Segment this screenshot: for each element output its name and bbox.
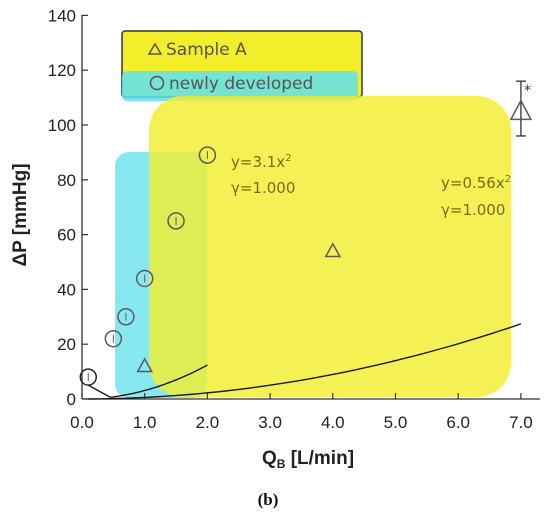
data-point-newly-developed <box>198 146 217 164</box>
x-tick-label: 4.0 <box>321 413 345 432</box>
x-tick-label: 2.0 <box>196 413 220 432</box>
legend-label-sample-a: Sample A <box>166 40 247 60</box>
region-highlight-yellow <box>149 96 511 397</box>
data-point-sample-a <box>509 98 533 121</box>
fit-curve-newly-developed <box>110 364 208 398</box>
annotation-fit-new-eq: y=3.1x2 <box>231 153 292 171</box>
y-tick-label: 120 <box>48 61 76 80</box>
y-tick-label: 40 <box>57 280 76 299</box>
y-tick-label: 80 <box>57 171 76 190</box>
legend-circle-marker <box>149 75 165 91</box>
x-tick-label: 3.0 <box>258 413 282 432</box>
y-axis-label: ΔP [mmHg] <box>10 163 31 266</box>
x-tick-label: 6.0 <box>446 413 470 432</box>
annotation-fit-a-r: γ=1.000 <box>441 201 505 219</box>
legend-label-newly-developed: newly developed <box>169 74 313 94</box>
data-point-sample-a <box>136 357 153 373</box>
x-axis-label: QB [L/min] <box>262 448 354 471</box>
x-tick-label: 5.0 <box>384 413 408 432</box>
fit-curve-connector <box>87 384 111 398</box>
x-tick-label: 0.0 <box>70 413 94 432</box>
axes: 0 20 40 60 80 100 120 140 0.0 1.0 2.0 3.0 4.0 5.0 6.0 7… <box>48 6 540 432</box>
data-point-newly-developed <box>79 368 98 386</box>
data-point-newly-developed <box>104 329 123 348</box>
y-tick-label: 140 <box>48 6 76 25</box>
annotation-fit-a-eq: y=0.56x2 <box>441 174 511 192</box>
y-tick-label: 100 <box>48 116 76 135</box>
annotation-fit-new-r: γ=1.000 <box>231 179 295 197</box>
x-tick-label: 7.0 <box>509 413 533 432</box>
data-markers <box>79 98 533 386</box>
annotation-asterisk: * <box>524 83 531 99</box>
data-point-newly-developed <box>135 269 154 288</box>
x-tick-label: 1.0 <box>133 413 157 432</box>
figure-caption: (b) <box>258 490 279 509</box>
legend: Sample A newly developed <box>147 40 313 94</box>
legend-highlight-cyan <box>122 71 358 101</box>
legend-triangle-marker <box>147 42 163 55</box>
data-point-newly-developed <box>167 212 185 230</box>
data-point-sample-a <box>324 242 342 258</box>
y-tick-label: 60 <box>57 226 76 245</box>
y-tick-label: 20 <box>57 335 76 354</box>
y-tick-label: 0 <box>67 390 76 409</box>
fit-curves <box>87 80 526 400</box>
data-point-newly-developed <box>117 308 135 326</box>
fit-curve-sample-a <box>88 323 522 400</box>
